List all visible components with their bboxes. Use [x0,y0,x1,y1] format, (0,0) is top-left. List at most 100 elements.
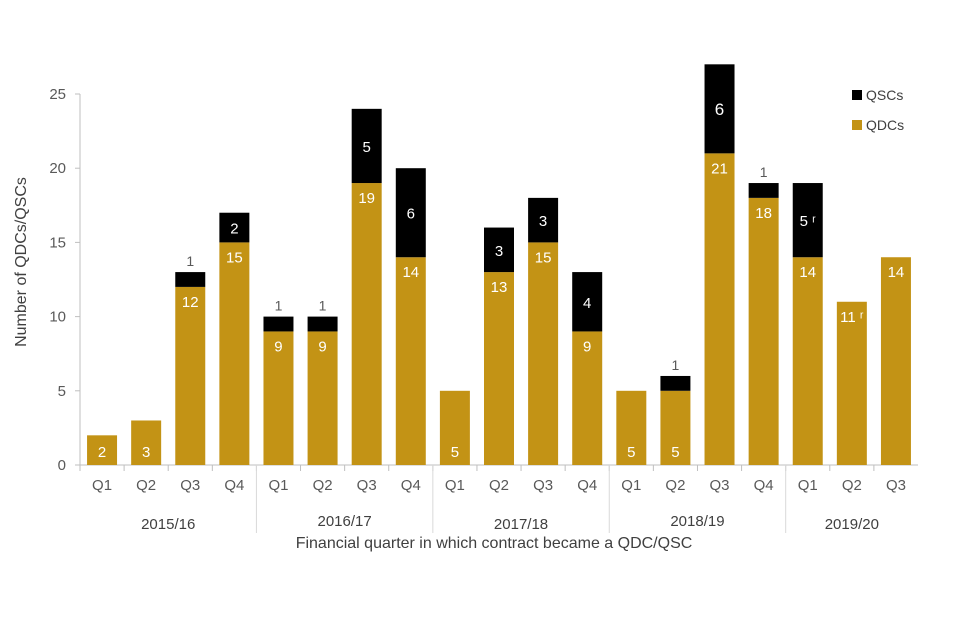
data-label-qscs: 1 [275,298,283,314]
year-group-label: 2018/19 [670,513,724,530]
bar-qscs [263,316,294,332]
data-label-qdcs: 14 [888,264,905,281]
bar-qdcs [263,331,294,465]
data-label-qdcs: 12 [182,294,199,311]
x-tick-label: Q2 [665,477,685,494]
x-tick-label: Q1 [268,477,288,494]
data-label-qdcs: 21 [711,160,728,177]
data-label-qscs: 5 [363,139,371,156]
legend: QSCs QDCs [852,87,904,133]
data-label-qdcs: 5 [671,444,679,461]
x-axis-title: Financial quarter in which contract beca… [296,535,693,552]
data-label-qscs: 3 [495,243,503,260]
bar-qscs [704,64,735,154]
data-label-qscs: 6 [715,100,724,119]
bar-qscs [528,197,559,243]
bar-qdcs [439,390,470,465]
bars-layer [87,64,911,466]
data-label-qdcs: 9 [583,338,591,355]
x-tick-label: Q3 [357,477,377,494]
x-tick-label: Q1 [92,477,112,494]
data-label-qscs: 1 [672,357,680,373]
bar-qdcs [616,390,647,465]
x-tick-label: Q4 [224,477,244,494]
y-tick-label: 20 [49,160,66,177]
bar-qscs [792,183,823,258]
bar-qdcs [131,420,162,465]
bar-qscs [395,168,426,258]
legend-label-qdcs: QDCs [866,117,904,133]
year-group-label: 2017/18 [494,516,548,533]
data-label-qscs: 3 [539,213,547,230]
data-label-qdcs: 14 [402,264,419,281]
bar-qscs [572,272,603,332]
data-label-qdcs: 11 ʳ [840,309,864,326]
legend-label-qscs: QSCs [866,87,903,103]
bar-qdcs [351,183,382,466]
y-tick-label: 10 [49,309,66,326]
year-group-label: 2016/17 [318,513,372,530]
bar-qdcs [484,272,514,465]
x-tick-label: Q3 [710,477,730,494]
bar-qdcs [792,257,823,465]
bar-qdcs [880,257,911,465]
bar-qdcs [748,197,779,465]
data-label-qscs: 4 [583,295,591,312]
y-tick-label: 0 [58,457,66,474]
data-label-qdcs: 9 [274,338,282,355]
x-tick-label: Q4 [401,477,421,494]
y-axis-title: Number of QDCs/QSCs [13,177,30,347]
year-group-label: 2015/16 [141,516,195,533]
data-label-qdcs: 19 [358,190,375,207]
data-label-qdcs: 3 [142,444,150,461]
bar-qscs [484,227,514,273]
bar-qscs [175,272,206,287]
x-tick-label: Q2 [136,477,156,494]
data-label-qdcs: 2 [98,444,106,461]
x-tick-label: Q3 [533,477,553,494]
bar-qdcs [528,242,559,465]
data-label-qscs: 1 [186,253,194,269]
bar-qdcs [175,286,206,465]
data-label-qdcs: 15 [226,249,243,266]
bar-qdcs [572,331,603,465]
x-tick-label: Q3 [180,477,200,494]
bar-qscs [660,375,691,391]
data-label-qdcs: 13 [491,279,508,296]
bar-qdcs [836,301,867,465]
bar-qscs [748,183,779,198]
bar-qscs [351,108,382,184]
data-label-qscs: 1 [319,298,327,314]
bar-qdcs [87,435,118,465]
x-tick-label: Q4 [754,477,774,494]
bar-qdcs [219,242,250,465]
data-label-qscs: 5 ʳ [800,213,817,230]
data-label-qdcs: 15 [535,249,552,266]
data-label-qscs: 1 [760,164,768,180]
x-tick-label: Q2 [842,477,862,494]
bar-qdcs [307,331,338,465]
year-group-label: 2019/20 [825,516,879,533]
x-tick-label: Q1 [445,477,465,494]
x-tick-label: Q1 [621,477,641,494]
y-tick-label: 15 [49,234,66,251]
bar-qdcs [660,390,691,465]
x-tick-label: Q2 [489,477,509,494]
y-tick-label: 25 [49,86,66,103]
bar-qscs [307,316,338,332]
data-label-qdcs: 14 [799,264,816,281]
x-tick-label: Q2 [313,477,333,494]
bar-qdcs [704,153,735,466]
legend-swatch-qscs [852,90,862,100]
x-tick-label: Q3 [886,477,906,494]
x-tick-label: Q1 [798,477,818,494]
data-label-qscs: 2 [230,221,238,238]
x-tick-label: Q4 [577,477,597,494]
bar-qscs [219,212,250,243]
y-tick-label: 5 [58,383,66,400]
data-label-qscs: 6 [407,206,415,223]
data-label-qdcs: 18 [755,205,772,222]
